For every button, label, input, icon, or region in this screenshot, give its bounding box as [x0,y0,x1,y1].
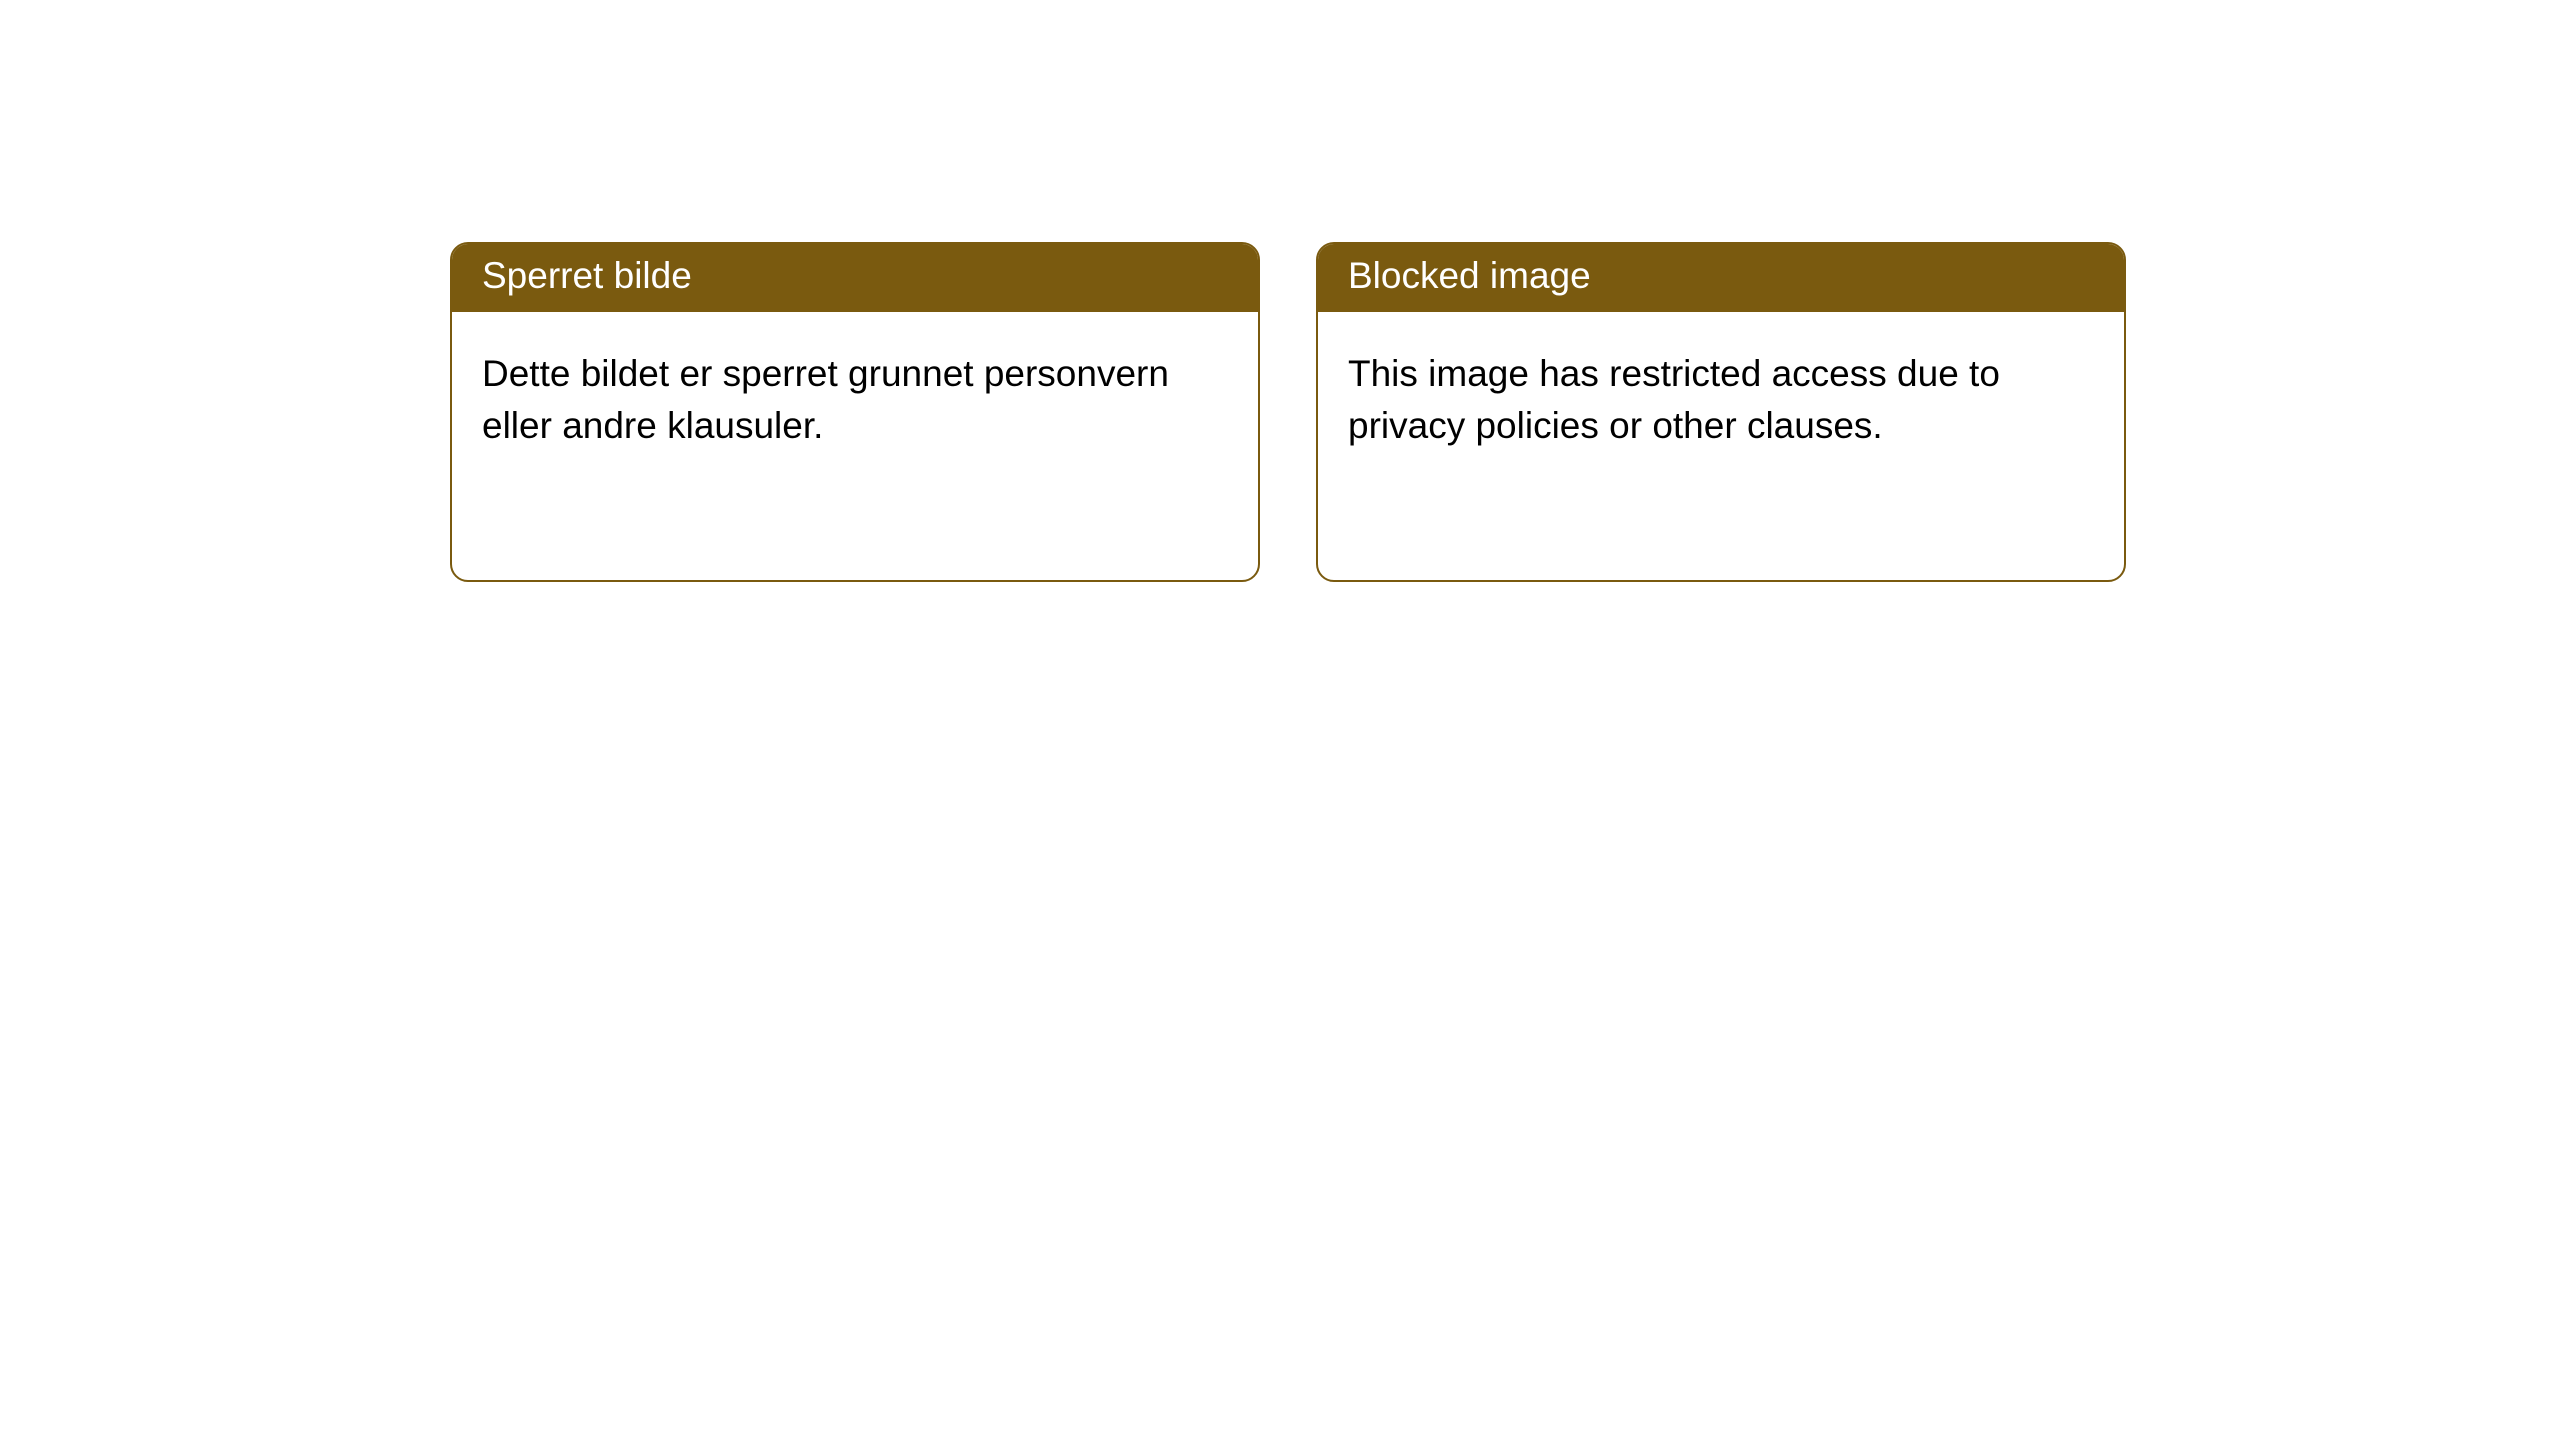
notice-container: Sperret bilde Dette bildet er sperret gr… [450,242,2126,582]
notice-body: Dette bildet er sperret grunnet personve… [452,312,1258,488]
notice-box-norwegian: Sperret bilde Dette bildet er sperret gr… [450,242,1260,582]
notice-header: Blocked image [1318,244,2124,312]
notice-body: This image has restricted access due to … [1318,312,2124,488]
notice-box-english: Blocked image This image has restricted … [1316,242,2126,582]
notice-header: Sperret bilde [452,244,1258,312]
